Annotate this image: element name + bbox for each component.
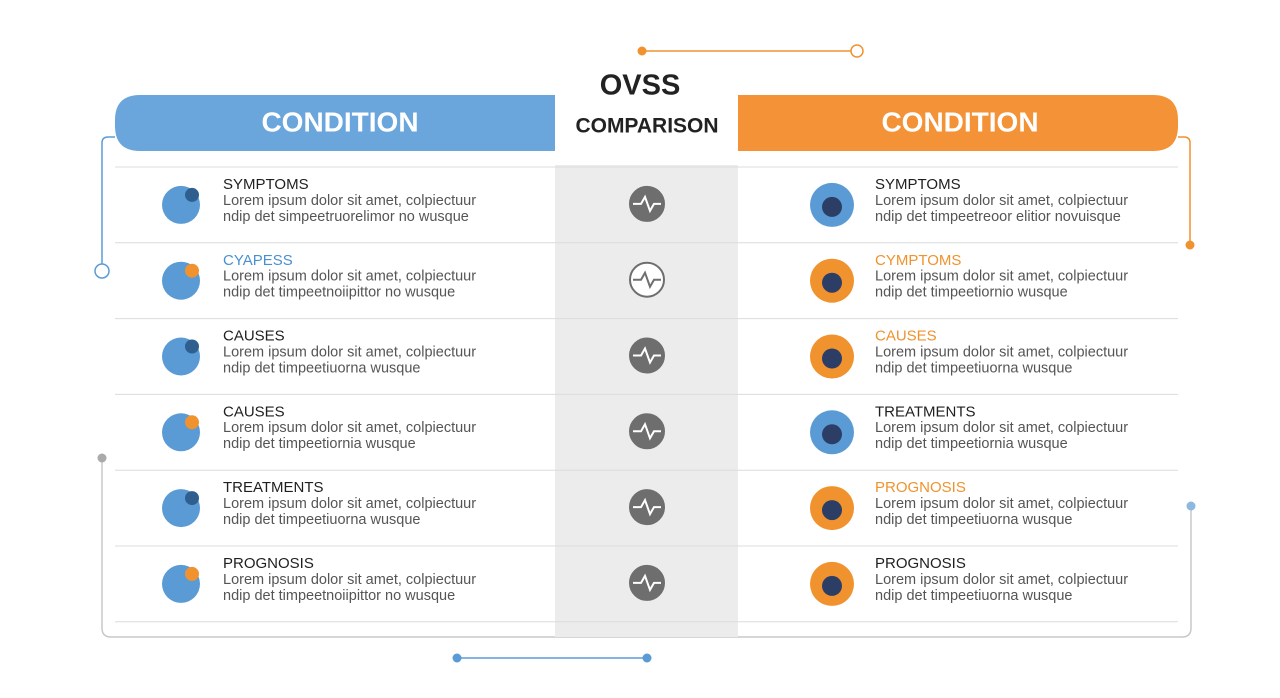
dot <box>850 44 864 58</box>
left-item-title: TREATMENTS <box>223 479 324 496</box>
right-icon-accent <box>822 424 842 445</box>
left-item-text: Lorem ipsum dolor sit amet, colpiectuur <box>223 572 476 588</box>
left-item-text: ndip det timpeetiuorna wusque <box>223 512 421 528</box>
left-item-text: Lorem ipsum dolor sit amet, colpiectuur <box>223 420 476 436</box>
right-item-text: Lorem ipsum dolor sit amet, colpiectuur <box>875 193 1128 209</box>
center-icon-line <box>633 194 661 214</box>
left-item-title: PROGNOSIS <box>223 555 314 572</box>
right-item-text: ndip det timpeetiornia wusque <box>875 436 1068 452</box>
right-icon-accent <box>822 348 842 369</box>
left-icon-accent <box>185 263 199 278</box>
right-item-text: ndip det timpeetiuorna wusque <box>875 360 1073 376</box>
center-subtitle: COMPARISON <box>575 115 718 138</box>
dot <box>1186 501 1196 511</box>
right-item-text: Lorem ipsum dolor sit amet, colpiectuur <box>875 572 1128 588</box>
center-icon-line <box>633 270 661 290</box>
left-item-text: Lorem ipsum dolor sit amet, colpiectuur <box>223 269 476 285</box>
right-item-text: Lorem ipsum dolor sit amet, colpiectuur <box>875 420 1128 436</box>
left-item-text: Lorem ipsum dolor sit amet, colpiectuur <box>223 193 476 209</box>
right-item-text: Lorem ipsum dolor sit amet, colpiectuur <box>875 269 1128 285</box>
left-item-text: ndip det timpeetnoiipittor no wusque <box>223 588 455 604</box>
right-item-text: ndip det timpeetiuorna wusque <box>875 512 1073 528</box>
left-bracket <box>101 136 115 264</box>
right-item-text: ndip det timpeetiornio wusque <box>875 285 1068 301</box>
right-item-title: TREATMENTS <box>875 403 976 420</box>
dot <box>94 263 110 279</box>
left-item-text: ndip det timpeetiornia wusque <box>223 436 416 452</box>
left-icon-accent <box>185 566 199 581</box>
left-item-title: CYAPESS <box>223 252 293 269</box>
center-icon-line <box>633 421 661 441</box>
left-item-text: Lorem ipsum dolor sit amet, colpiectuur <box>223 344 476 360</box>
dot <box>642 653 652 663</box>
right-item-text: Lorem ipsum dolor sit amet, colpiectuur <box>875 496 1128 512</box>
left-item-title: SYMPTOMS <box>223 176 309 193</box>
right-item-title: SYMPTOMS <box>875 176 961 193</box>
right-icon-accent <box>822 575 842 596</box>
center-title: OVSS <box>600 70 681 102</box>
left-header-label: CONDITION <box>261 106 418 137</box>
left-item-text: ndip det timpeetnoiipittor no wusque <box>223 285 455 301</box>
left-item-text: Lorem ipsum dolor sit amet, colpiectuur <box>223 496 476 512</box>
right-item-title: CYMPTOMS <box>875 252 961 269</box>
dot <box>1185 240 1195 250</box>
dot <box>97 453 107 463</box>
center-icon-line <box>633 497 661 517</box>
right-item-text: ndip det timpeetiuorna wusque <box>875 588 1073 604</box>
left-icon-accent <box>185 187 199 202</box>
left-header <box>115 95 555 151</box>
right-icon-accent <box>822 272 842 293</box>
right-header-label: CONDITION <box>881 106 1038 137</box>
left-icon-accent <box>185 339 199 354</box>
right-item-text: ndip det timpeetreoor elitior novuisque <box>875 209 1121 225</box>
right-item-title: PROGNOSIS <box>875 479 966 496</box>
right-item-text: Lorem ipsum dolor sit amet, colpiectuur <box>875 344 1128 360</box>
left-icon-accent <box>185 491 199 506</box>
right-icon-accent <box>822 196 842 217</box>
dot <box>637 46 647 56</box>
right-bracket <box>1178 136 1191 245</box>
left-icon-accent <box>185 415 199 430</box>
center-column <box>555 165 738 637</box>
right-item-title: PROGNOSIS <box>875 555 966 572</box>
left-item-title: CAUSES <box>223 403 285 420</box>
right-header <box>738 95 1178 151</box>
right-icon-accent <box>822 500 842 521</box>
center-icon-line <box>633 346 661 365</box>
left-item-text: ndip det simpeetruorelimor no wusque <box>223 209 469 225</box>
center-icon-line <box>633 573 661 593</box>
right-item-title: CAUSES <box>875 328 937 345</box>
left-item-title: CAUSES <box>223 328 285 345</box>
left-item-text: ndip det timpeetiuorna wusque <box>223 360 421 376</box>
dot <box>452 653 462 663</box>
